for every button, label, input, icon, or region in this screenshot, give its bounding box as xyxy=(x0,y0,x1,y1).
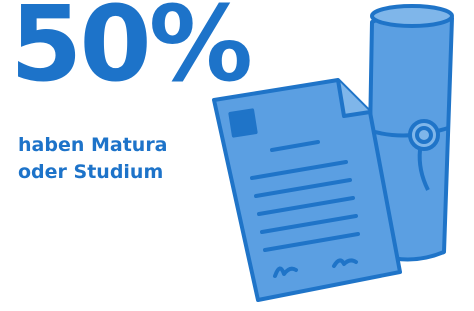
headline: 50% xyxy=(10,0,250,96)
caption: haben Matura oder Studium xyxy=(18,132,168,186)
page: 50% haben Matura oder Studium (() => { c… xyxy=(0,0,474,311)
document xyxy=(214,80,400,300)
caption-line: haben Matura xyxy=(18,132,168,159)
caption-line: oder Studium xyxy=(18,159,168,186)
